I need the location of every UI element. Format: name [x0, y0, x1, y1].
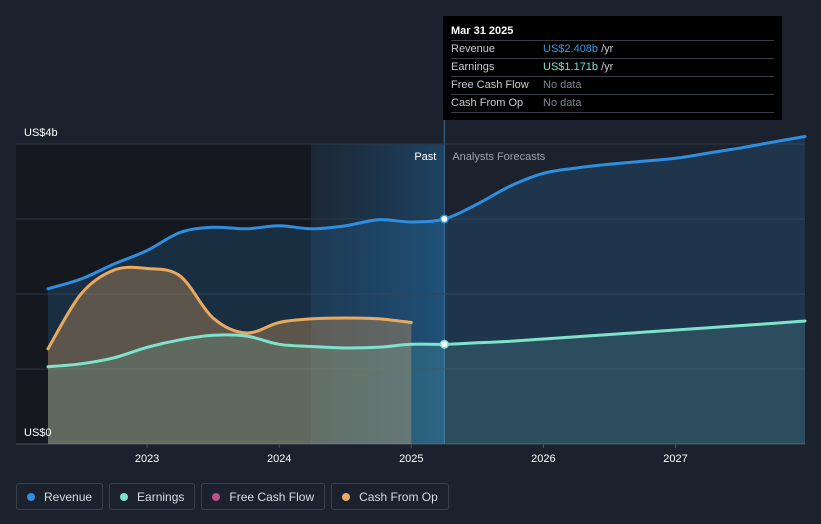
- x-tick-label: 2027: [663, 453, 687, 465]
- tooltip-nodata: No data: [543, 97, 582, 109]
- earnings-dot-icon: [120, 492, 129, 501]
- cash-from-op-line: [46, 265, 413, 351]
- cash-from-op-dot-icon: [342, 492, 351, 501]
- tooltip-row-revenue: Revenue US$2.408b /yr: [451, 40, 774, 58]
- x-tick-label: 2023: [135, 453, 159, 465]
- tooltip-row-earnings: Earnings US$1.171b /yr: [451, 58, 774, 76]
- tooltip-label: Free Cash Flow: [451, 79, 529, 91]
- y-axis-bottom-label: US$0: [24, 427, 52, 439]
- revenue-dot-icon: [27, 492, 35, 501]
- earnings-marker: [439, 339, 449, 349]
- tooltip-row-free-cash-flow: Free Cash Flow No data: [451, 76, 774, 94]
- tooltip: Mar 31 2025 Revenue US$2.408b /yr Earnin…: [443, 16, 782, 120]
- past-label: Past: [414, 151, 436, 163]
- tooltip-row-cash-from-op: Cash From Op No data: [451, 94, 774, 113]
- tooltip-label: Revenue: [451, 43, 496, 55]
- revenue-marker: [439, 214, 449, 224]
- tooltip-date: Mar 31 2025: [451, 25, 514, 37]
- earnings-area: [48, 321, 805, 444]
- legend-item-cash-from-op[interactable]: Cash From Op: [331, 483, 449, 510]
- legend-label: Revenue: [44, 489, 93, 504]
- free-cash-flow-dot-icon: [212, 492, 221, 501]
- forecast-label: Analysts Forecasts: [452, 151, 545, 163]
- legend: Revenue Earnings Free Cash Flow Cash Fro…: [16, 483, 449, 510]
- revenue-line: [46, 135, 807, 291]
- x-tick-label: 2024: [267, 453, 291, 465]
- tooltip-suffix: /yr: [598, 43, 614, 55]
- tooltip-suffix: /yr: [598, 61, 614, 73]
- tooltip-value: US$1.171b: [543, 61, 599, 73]
- tooltip-label: Earnings: [451, 61, 495, 73]
- tooltip-value: US$2.408b: [543, 43, 599, 55]
- tooltip-nodata: No data: [543, 79, 582, 91]
- revenue-area: [48, 136, 805, 444]
- x-tick-label: 2025: [399, 453, 423, 465]
- earnings-line: [46, 319, 807, 369]
- legend-item-earnings[interactable]: Earnings: [109, 483, 196, 510]
- legend-item-free-cash-flow[interactable]: Free Cash Flow: [201, 483, 326, 510]
- legend-label: Free Cash Flow: [229, 489, 315, 504]
- legend-item-revenue[interactable]: Revenue: [16, 483, 104, 510]
- tooltip-label: Cash From Op: [451, 97, 524, 109]
- legend-label: Earnings: [137, 489, 185, 504]
- legend-label: Cash From Op: [359, 489, 438, 504]
- y-axis-top-label: US$4b: [24, 127, 58, 139]
- cash-from-op-area: [48, 267, 412, 444]
- x-tick-label: 2026: [531, 453, 555, 465]
